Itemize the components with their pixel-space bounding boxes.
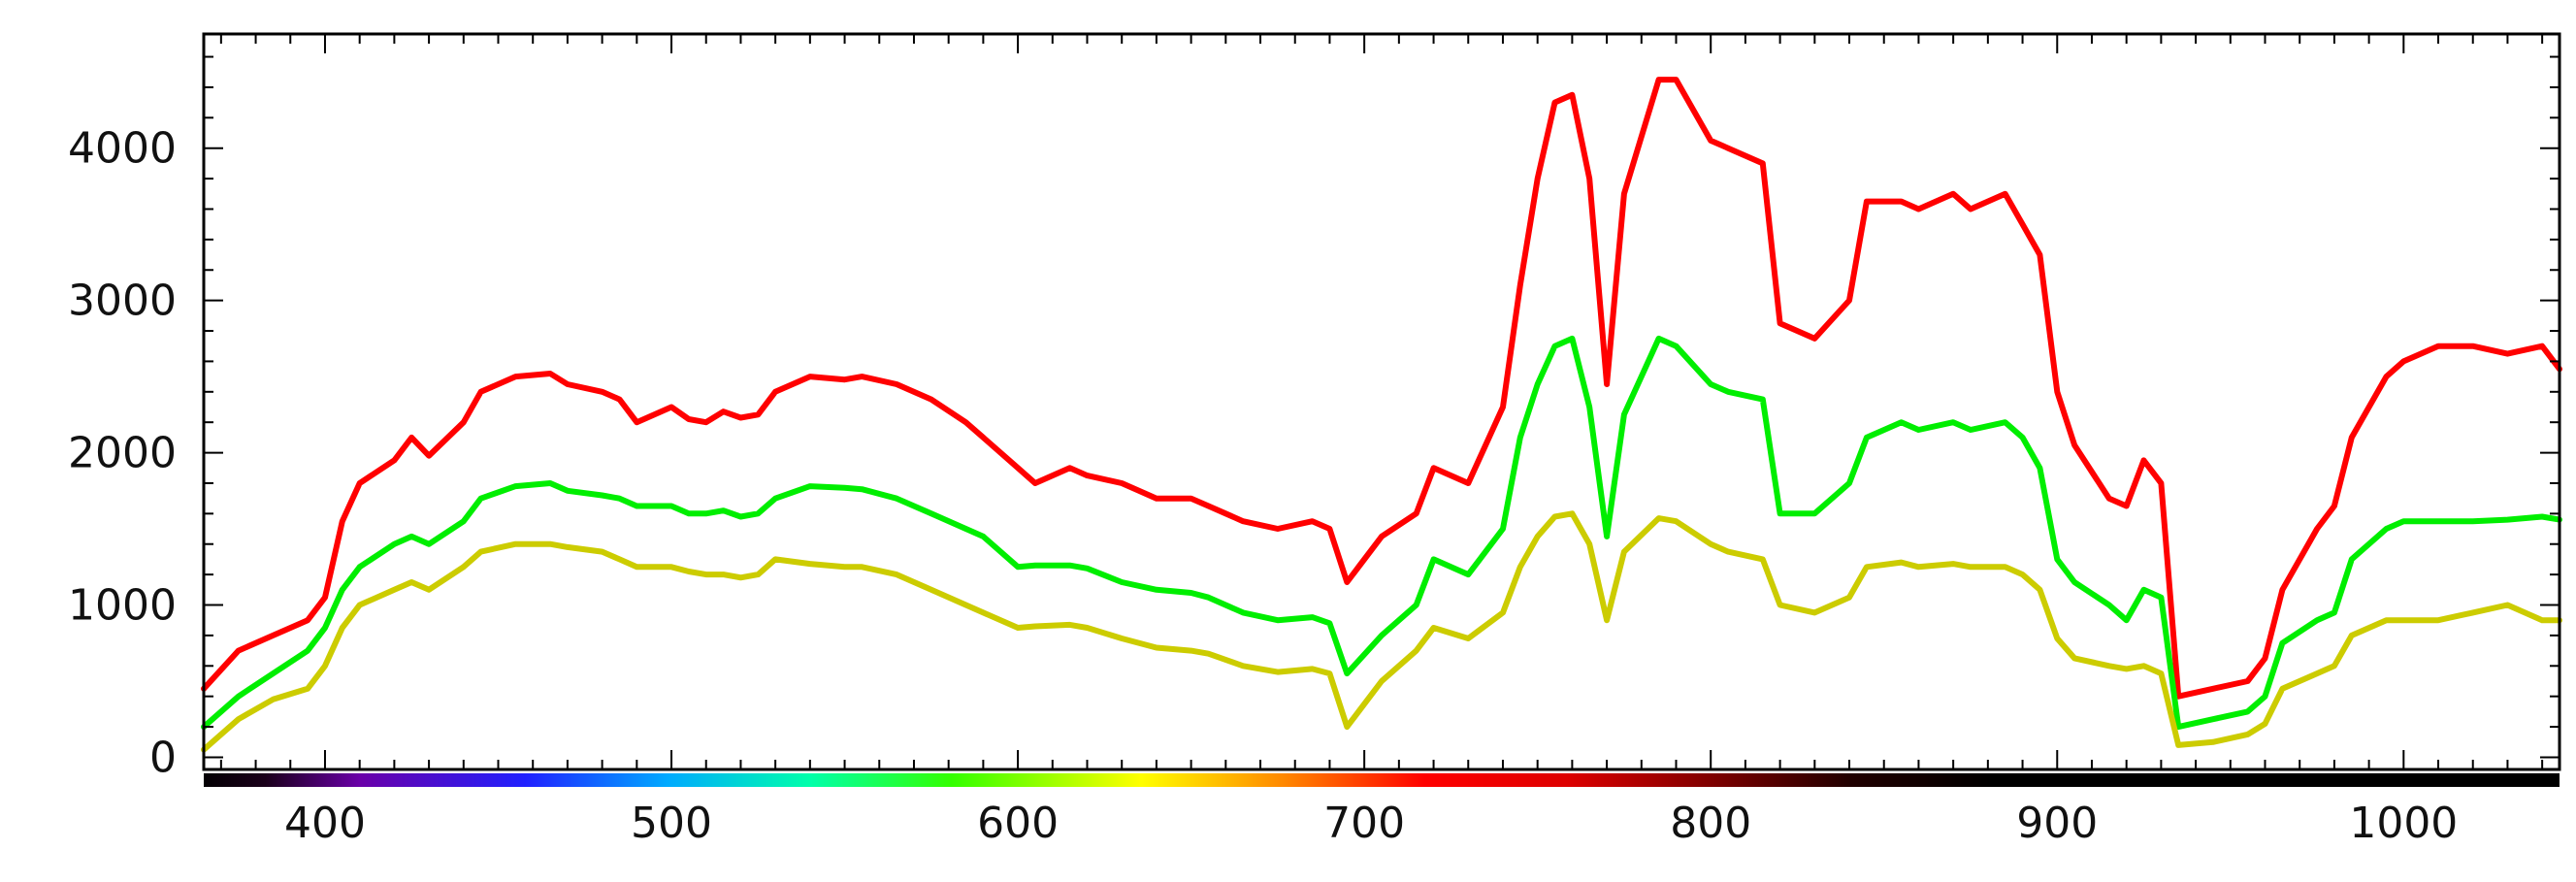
y-tick-label: 2000 — [68, 429, 177, 478]
wavelength-spectrum-bar — [204, 773, 2560, 787]
y-tick-label: 1000 — [68, 581, 177, 631]
x-tick-label: 800 — [1670, 799, 1751, 848]
plot-area — [201, 77, 2562, 753]
axes: 400 500 600 700 800 900 1000 0 1000 2000 3000 4000 — [68, 32, 2561, 848]
series-line-1 — [201, 77, 2562, 700]
y-tick-label: 3000 — [68, 277, 177, 326]
x-tick-label: 1000 — [2349, 799, 2458, 848]
plot-frame — [202, 32, 2561, 771]
series-line-3 — [201, 510, 2562, 753]
x-tick-label: 600 — [977, 799, 1059, 848]
y-tick-label: 0 — [149, 733, 177, 782]
x-tick-label: 500 — [631, 799, 712, 848]
x-tick-label: 900 — [2016, 799, 2098, 848]
x-tick-label: 700 — [1323, 799, 1405, 848]
series-line-2 — [201, 335, 2562, 731]
x-tick-label: 400 — [284, 799, 366, 848]
y-tick-label: 4000 — [68, 124, 177, 174]
